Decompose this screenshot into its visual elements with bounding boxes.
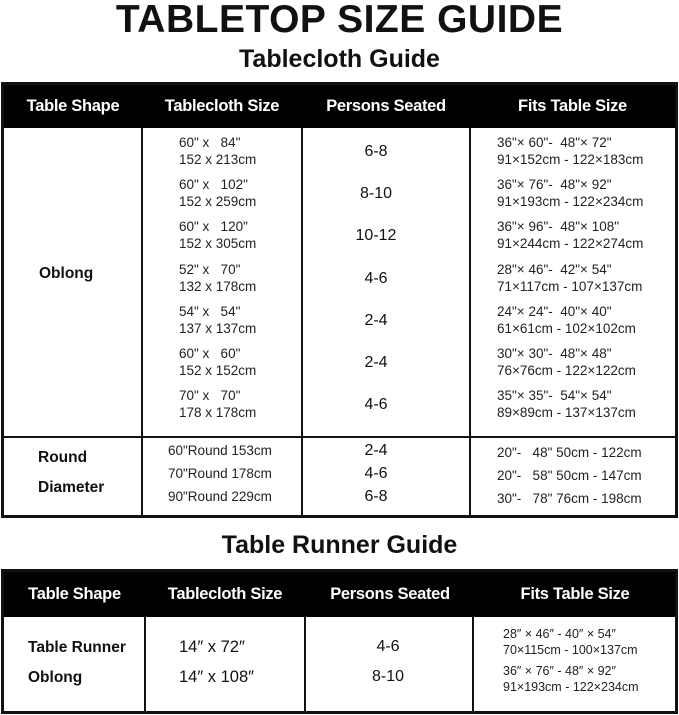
fits-cm: 76×76cm - 122×122cm [497, 363, 636, 378]
fits-cm: 70×115cm - 100×137cm [503, 643, 638, 657]
divider [141, 128, 143, 515]
tablecloth-guide-heading: Tablecloth Guide [239, 45, 440, 73]
size-inches: 60" x 84" [179, 135, 241, 150]
persons-seated-cell: 6-8 [364, 488, 388, 505]
persons-seated-cell: 2-4 [364, 311, 388, 329]
tablecloth-size-cell: 70" x 70" 178 x 178cm [179, 387, 256, 421]
size-cm: 152 x 213cm [179, 152, 257, 167]
divider [304, 617, 306, 711]
fits-table-size-cell: 35"× 35"- 54"× 54" 89×89cm - 137×137cm [497, 387, 636, 421]
shape-table-runner: Table Runner [28, 639, 126, 656]
col-tablecloth-size: Tablecloth Size [164, 97, 280, 115]
col-tablecloth-size: Tablecloth Size [167, 585, 283, 603]
fits-table-size-cell: 20"- 48" 50cm - 122cm [497, 445, 642, 460]
fits-table-size-cell: 30"× 30"- 48"× 48" 76×76cm - 122×122cm [497, 345, 636, 379]
fits-table-size-cell: 28"× 46"- 42"× 54" 71×117cm - 107×137cm [497, 261, 642, 295]
runner-guide-heading: Table Runner Guide [221, 531, 458, 559]
fits-cm: 91×193cm - 122×234cm [503, 680, 639, 694]
fits-inches: 36"× 60"- 48"× 72" [497, 135, 612, 150]
tablecloth-size-cell: 60" x 60" 152 x 152cm [179, 345, 256, 379]
runner-fits: 28″ × 46″ - 40″ × 54″ 70×115cm - 100×137c… [503, 626, 638, 658]
fits-inches: 36″ × 76″ - 48″ × 92″ [503, 664, 616, 678]
runner-size: 14″ x 72″ [179, 638, 245, 656]
tablecloth-size-cell: 54" x 54" 137 x 137cm [179, 303, 256, 337]
size-cm: 152 x 259cm [179, 194, 257, 210]
shape-round: Round [38, 449, 88, 466]
table-header: Table Shape Tablecloth Size Persons Seat… [4, 572, 675, 617]
fits-table-size-cell: 20"- 58" 50cm - 147cm [497, 468, 642, 483]
col-persons-seated: Persons Seated [326, 97, 446, 115]
col-table-shape: Table Shape [28, 585, 121, 603]
size-inches: 60" x 102" [179, 177, 248, 193]
size-inches: 60" x 120" [179, 219, 248, 235]
fits-table-size-cell: 36"× 60"- 48"× 72" 91×152cm - 122×183cm [497, 134, 643, 168]
size-cm: 152 x 305cm [179, 236, 257, 252]
fits-cm: 91×193cm - 122×234cm [497, 194, 644, 210]
fits-table-size-cell: 36"× 76"- 48"× 92" 91×193cm - 122×234cm [497, 176, 643, 210]
fits-table-size-cell: 30"- 78" 76cm - 198cm [497, 491, 642, 506]
tablecloth-size-cell: 60" x 102" 152 x 259cm [179, 176, 256, 210]
tablecloth-size-cell: 60" x 84" 152 x 213cm [179, 134, 256, 168]
tablecloth-table: Table Shape Tablecloth Size Persons Seat… [1, 82, 678, 518]
persons-seated-cell: 4-6 [364, 396, 388, 414]
table-header: Table Shape Tablecloth Size Persons Seat… [4, 85, 675, 128]
fits-cm: 71×117cm - 107×137cm [497, 278, 643, 294]
round-size-cell: 60"Round 153cm [168, 443, 272, 458]
col-fits-table-size: Fits Table Size [520, 585, 630, 603]
runner-seated: 8-10 [371, 668, 405, 685]
fits-inches: 36"× 76"- 48"× 92" [497, 177, 612, 193]
fits-cm: 89×89cm - 137×137cm [497, 405, 636, 421]
divider [472, 617, 474, 711]
size-cm: 137 x 137cm [179, 320, 257, 336]
fits-cm: 91×152cm - 122×183cm [497, 152, 644, 167]
runner-fits: 36″ × 76″ - 48″ × 92″ 91×193cm - 122×234c… [503, 663, 639, 695]
size-inches: 52" x 70" [179, 261, 241, 277]
fits-inches: 28"× 46"- 42"× 54" [497, 261, 612, 277]
persons-seated-cell: 8-10 [359, 185, 393, 203]
fits-inches: 24"× 24"- 40"× 40" [497, 303, 612, 319]
divider [469, 128, 471, 515]
round-size-cell: 70"Round 178cm [168, 466, 272, 481]
persons-seated-cell: 4-6 [364, 465, 388, 482]
persons-seated-cell: 6-8 [364, 143, 388, 160]
fits-cm: 91×244cm - 122×274cm [497, 236, 644, 252]
size-cm: 152 x 152cm [179, 363, 257, 378]
persons-seated-cell: 4-6 [364, 269, 388, 287]
shape-oblong: Oblong [28, 669, 83, 686]
runner-table: Table Shape Tablecloth Size Persons Seat… [1, 569, 678, 714]
divider [301, 128, 303, 515]
persons-seated-cell: 2-4 [364, 354, 388, 371]
size-inches: 54" x 54" [179, 303, 241, 319]
runner-size: 14″ x 108″ [179, 668, 254, 686]
col-persons-seated: Persons Seated [330, 585, 450, 603]
col-table-shape: Table Shape [26, 97, 120, 115]
fits-inches: 30"× 30"- 48"× 48" [497, 346, 612, 361]
persons-seated-cell: 10-12 [355, 227, 397, 245]
divider [144, 617, 146, 711]
page-title: TABLETOP SIZE GUIDE [115, 0, 564, 41]
size-inches: 60" x 60" [179, 346, 241, 361]
tablecloth-size-cell: 60" x 120" 152 x 305cm [179, 218, 256, 252]
size-cm: 178 x 178cm [179, 405, 257, 421]
persons-seated-cell: 2-4 [364, 442, 388, 459]
divider [4, 436, 675, 438]
round-size-cell: 90"Round 229cm [168, 489, 272, 504]
col-fits-table-size: Fits Table Size [518, 97, 627, 115]
fits-inches: 35"× 35"- 54"× 54" [497, 388, 612, 404]
tablecloth-size-cell: 52" x 70" 132 x 178cm [179, 261, 256, 295]
fits-inches: 28″ × 46″ - 40″ × 54″ [503, 627, 616, 641]
size-inches: 70" x 70" [179, 388, 241, 404]
shape-oblong: Oblong [39, 265, 94, 282]
runner-seated: 4-6 [376, 638, 400, 655]
shape-diameter: Diameter [38, 479, 105, 496]
fits-table-size-cell: 36"× 96"- 48"× 108" 91×244cm - 122×274cm [497, 218, 643, 252]
size-cm: 132 x 178cm [179, 278, 257, 294]
fits-cm: 61×61cm - 102×102cm [497, 320, 636, 336]
fits-table-size-cell: 24"× 24"- 40"× 40" 61×61cm - 102×102cm [497, 303, 636, 337]
fits-inches: 36"× 96"- 48"× 108" [497, 219, 620, 235]
